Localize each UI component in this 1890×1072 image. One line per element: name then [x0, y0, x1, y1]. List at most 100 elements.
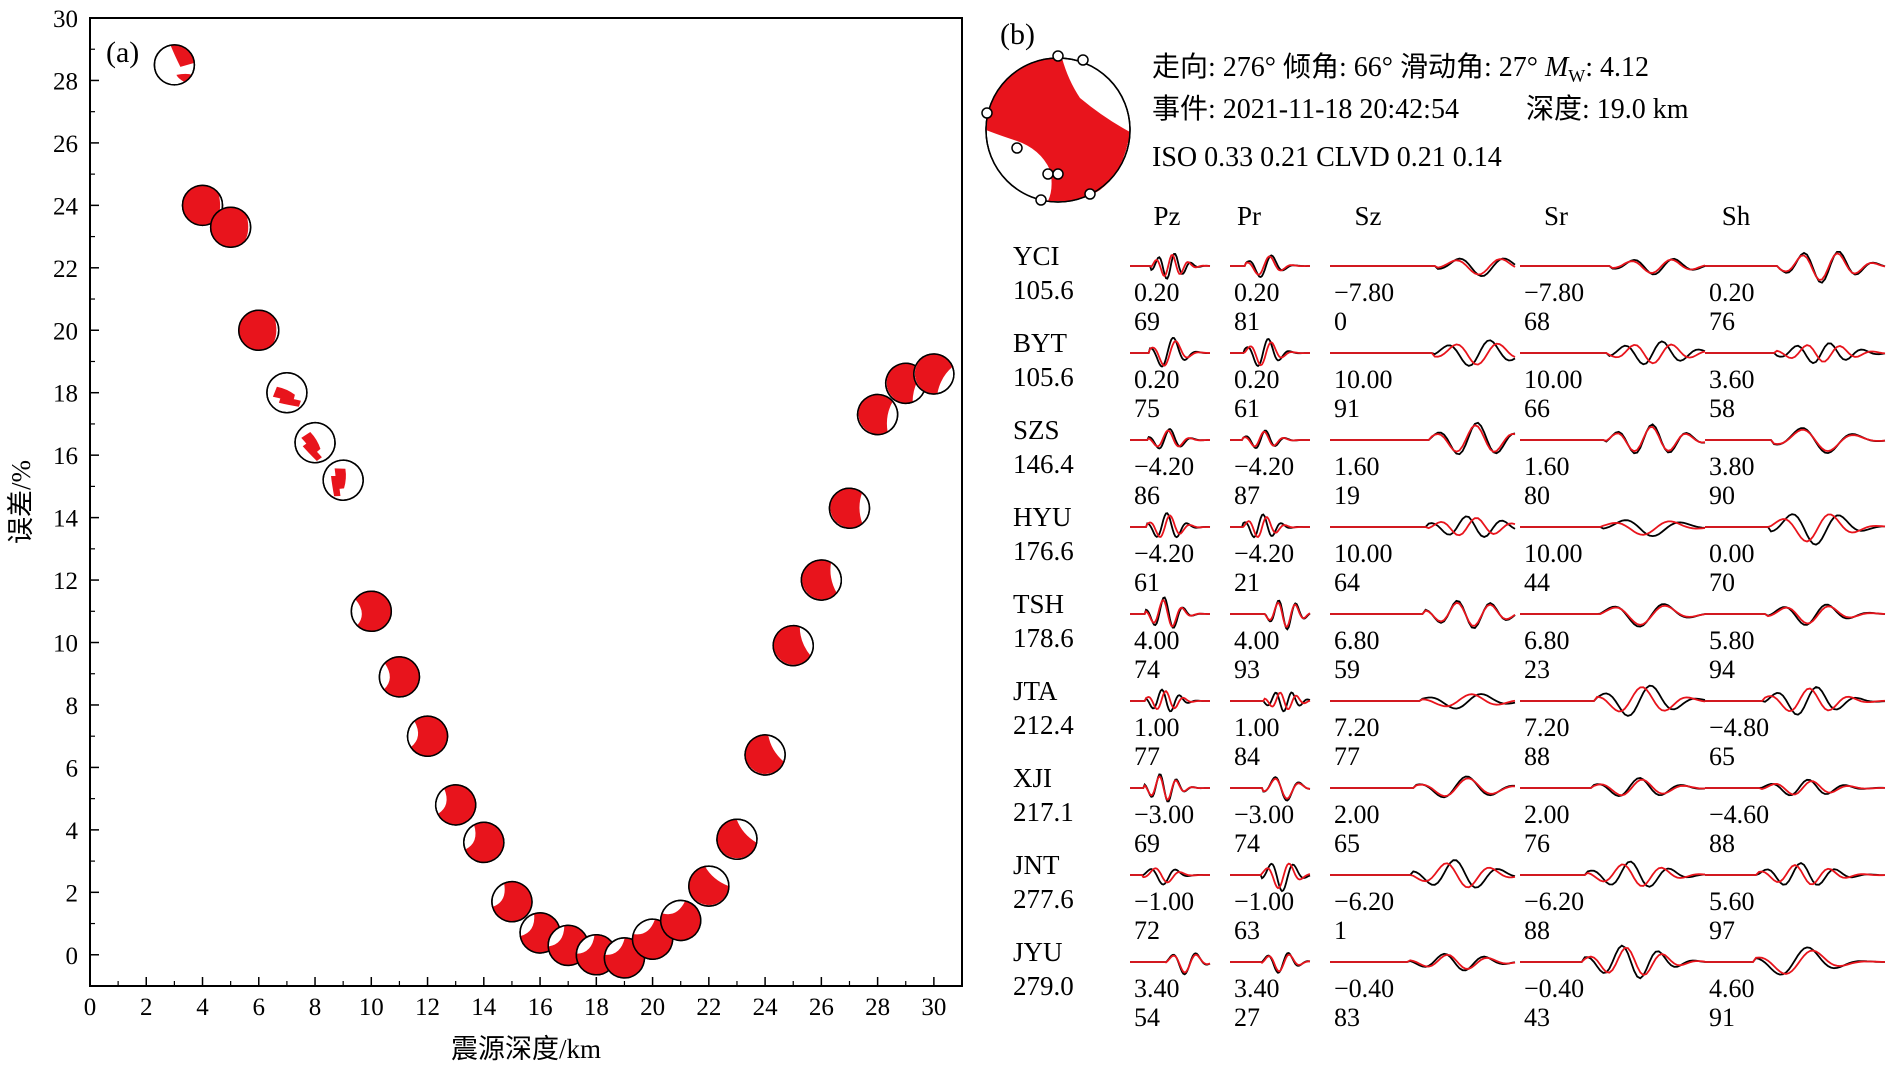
- synthetic-waveform: [1520, 946, 1706, 977]
- synthetic-waveform: [1130, 429, 1210, 448]
- time-shift-value: 3.80: [1709, 452, 1755, 481]
- mechanism-line: 走向: 276° 倾角: 66° 滑动角: 27° MW: 4.12: [1152, 51, 1649, 86]
- synthetic-waveform: [1330, 424, 1516, 453]
- station-distance: 176.6: [1013, 536, 1074, 566]
- time-shift-value: 7.20: [1524, 713, 1570, 742]
- time-shift-value: 3.40: [1234, 974, 1280, 1003]
- synthetic-waveform: [1330, 777, 1516, 798]
- cc-value: 86: [1134, 481, 1160, 510]
- synthetic-waveform: [1130, 253, 1210, 278]
- synthetic-waveform: [1705, 252, 1886, 281]
- synthetic-waveform: [1130, 514, 1210, 538]
- y-tick-label: 4: [66, 818, 79, 845]
- synthetic-waveform: [1130, 598, 1210, 628]
- x-tick-label: 20: [640, 994, 665, 1021]
- cc-value: 65: [1334, 829, 1360, 858]
- time-shift-value: 4.00: [1234, 626, 1280, 655]
- event-time: 事件: 2021-11-18 20:42:54: [1152, 93, 1459, 125]
- time-shift-value: 10.00: [1524, 365, 1583, 394]
- synthetic-waveform: [1330, 258, 1516, 276]
- component-header-sr: Sr: [1544, 201, 1568, 231]
- time-shift-value: −4.20: [1234, 452, 1294, 481]
- cc-value: 54: [1134, 1003, 1160, 1032]
- time-shift-value: 2.00: [1334, 800, 1380, 829]
- x-tick-label: 4: [196, 994, 209, 1021]
- y-tick-label: 28: [53, 68, 78, 95]
- beachball-point: [266, 371, 308, 414]
- x-tick-label: 18: [584, 994, 609, 1021]
- station-name: HYU: [1013, 502, 1072, 532]
- y-tick-label: 8: [66, 693, 79, 720]
- synthetic-waveform: [1705, 513, 1886, 543]
- x-tick-label: 30: [921, 994, 946, 1021]
- station-distance: 217.1: [1013, 797, 1074, 827]
- observed-waveform: [1330, 421, 1516, 456]
- time-shift-value: 1.60: [1524, 452, 1570, 481]
- synthetic-waveform: [1130, 689, 1210, 710]
- x-tick-label: 26: [809, 994, 834, 1021]
- station-name: SZS: [1013, 415, 1060, 445]
- cc-value: 27: [1234, 1003, 1260, 1032]
- time-shift-value: 0.00: [1709, 539, 1755, 568]
- component-header-pr: Pr: [1237, 201, 1261, 231]
- time-shift-value: 0.20: [1709, 278, 1755, 307]
- x-tick-label: 16: [528, 994, 553, 1021]
- time-shift-value: 0.20: [1134, 365, 1180, 394]
- y-tick-label: 20: [53, 318, 78, 345]
- synthetic-waveform: [1705, 605, 1886, 625]
- cc-value: 19: [1334, 481, 1360, 510]
- cc-value: 59: [1334, 655, 1360, 684]
- x-tick-label: 12: [415, 994, 440, 1021]
- beachball-point: [153, 44, 196, 86]
- synthetic-waveform: [1705, 344, 1886, 363]
- x-tick-label: 6: [253, 994, 266, 1021]
- polarity-marker: [1035, 194, 1047, 206]
- time-shift-value: −4.60: [1709, 800, 1769, 829]
- beachball-point: [800, 559, 843, 601]
- cc-value: 44: [1524, 568, 1550, 597]
- time-shift-value: 5.60: [1709, 887, 1755, 916]
- observed-waveform: [1230, 513, 1310, 539]
- component-headers: Pz Pr Sz Sr Sh: [1154, 201, 1751, 231]
- polarity-marker: [1042, 168, 1054, 180]
- beachball-point: [491, 880, 533, 923]
- x-tick-label: 14: [471, 994, 497, 1021]
- beachball-series: [153, 44, 955, 979]
- beachball-point: [828, 487, 871, 529]
- cc-value: 75: [1134, 394, 1160, 423]
- beachball-point: [434, 784, 477, 826]
- x-tick-label: 24: [753, 994, 779, 1021]
- beachball-point: [772, 624, 814, 667]
- cc-value: 76: [1524, 829, 1550, 858]
- observed-waveform: [1330, 257, 1516, 278]
- event-depth: 深度: 19.0 km: [1526, 93, 1689, 125]
- polarity-marker: [1052, 50, 1064, 62]
- x-axis-title: 震源深度/km: [451, 1034, 601, 1064]
- x-tick-label: 10: [359, 994, 384, 1021]
- synthetic-waveform: [1520, 343, 1706, 365]
- beachball-point: [209, 206, 252, 248]
- station-name: JTA: [1013, 676, 1058, 706]
- time-shift-value: 6.80: [1524, 626, 1570, 655]
- cc-value: 83: [1334, 1003, 1360, 1032]
- panel-a-label: (a): [106, 36, 139, 69]
- synthetic-waveform: [1705, 780, 1885, 796]
- time-shift-value: 3.60: [1709, 365, 1755, 394]
- synthetic-waveform: [1330, 693, 1516, 708]
- synthetic-waveform: [1520, 258, 1706, 274]
- synthetic-waveform: [1705, 428, 1886, 453]
- cc-value: 69: [1134, 829, 1160, 858]
- cc-value: 91: [1334, 394, 1360, 423]
- time-shift-value: 1.00: [1234, 713, 1280, 742]
- cc-value: 65: [1709, 742, 1735, 771]
- cc-value: 58: [1709, 394, 1735, 423]
- time-shift-value: −6.20: [1524, 887, 1584, 916]
- synthetic-waveform: [1330, 862, 1516, 889]
- beachball-point: [688, 865, 730, 907]
- synthetic-waveform: [1330, 601, 1516, 627]
- cc-value: 74: [1134, 655, 1160, 684]
- station-name: BYT: [1013, 328, 1068, 358]
